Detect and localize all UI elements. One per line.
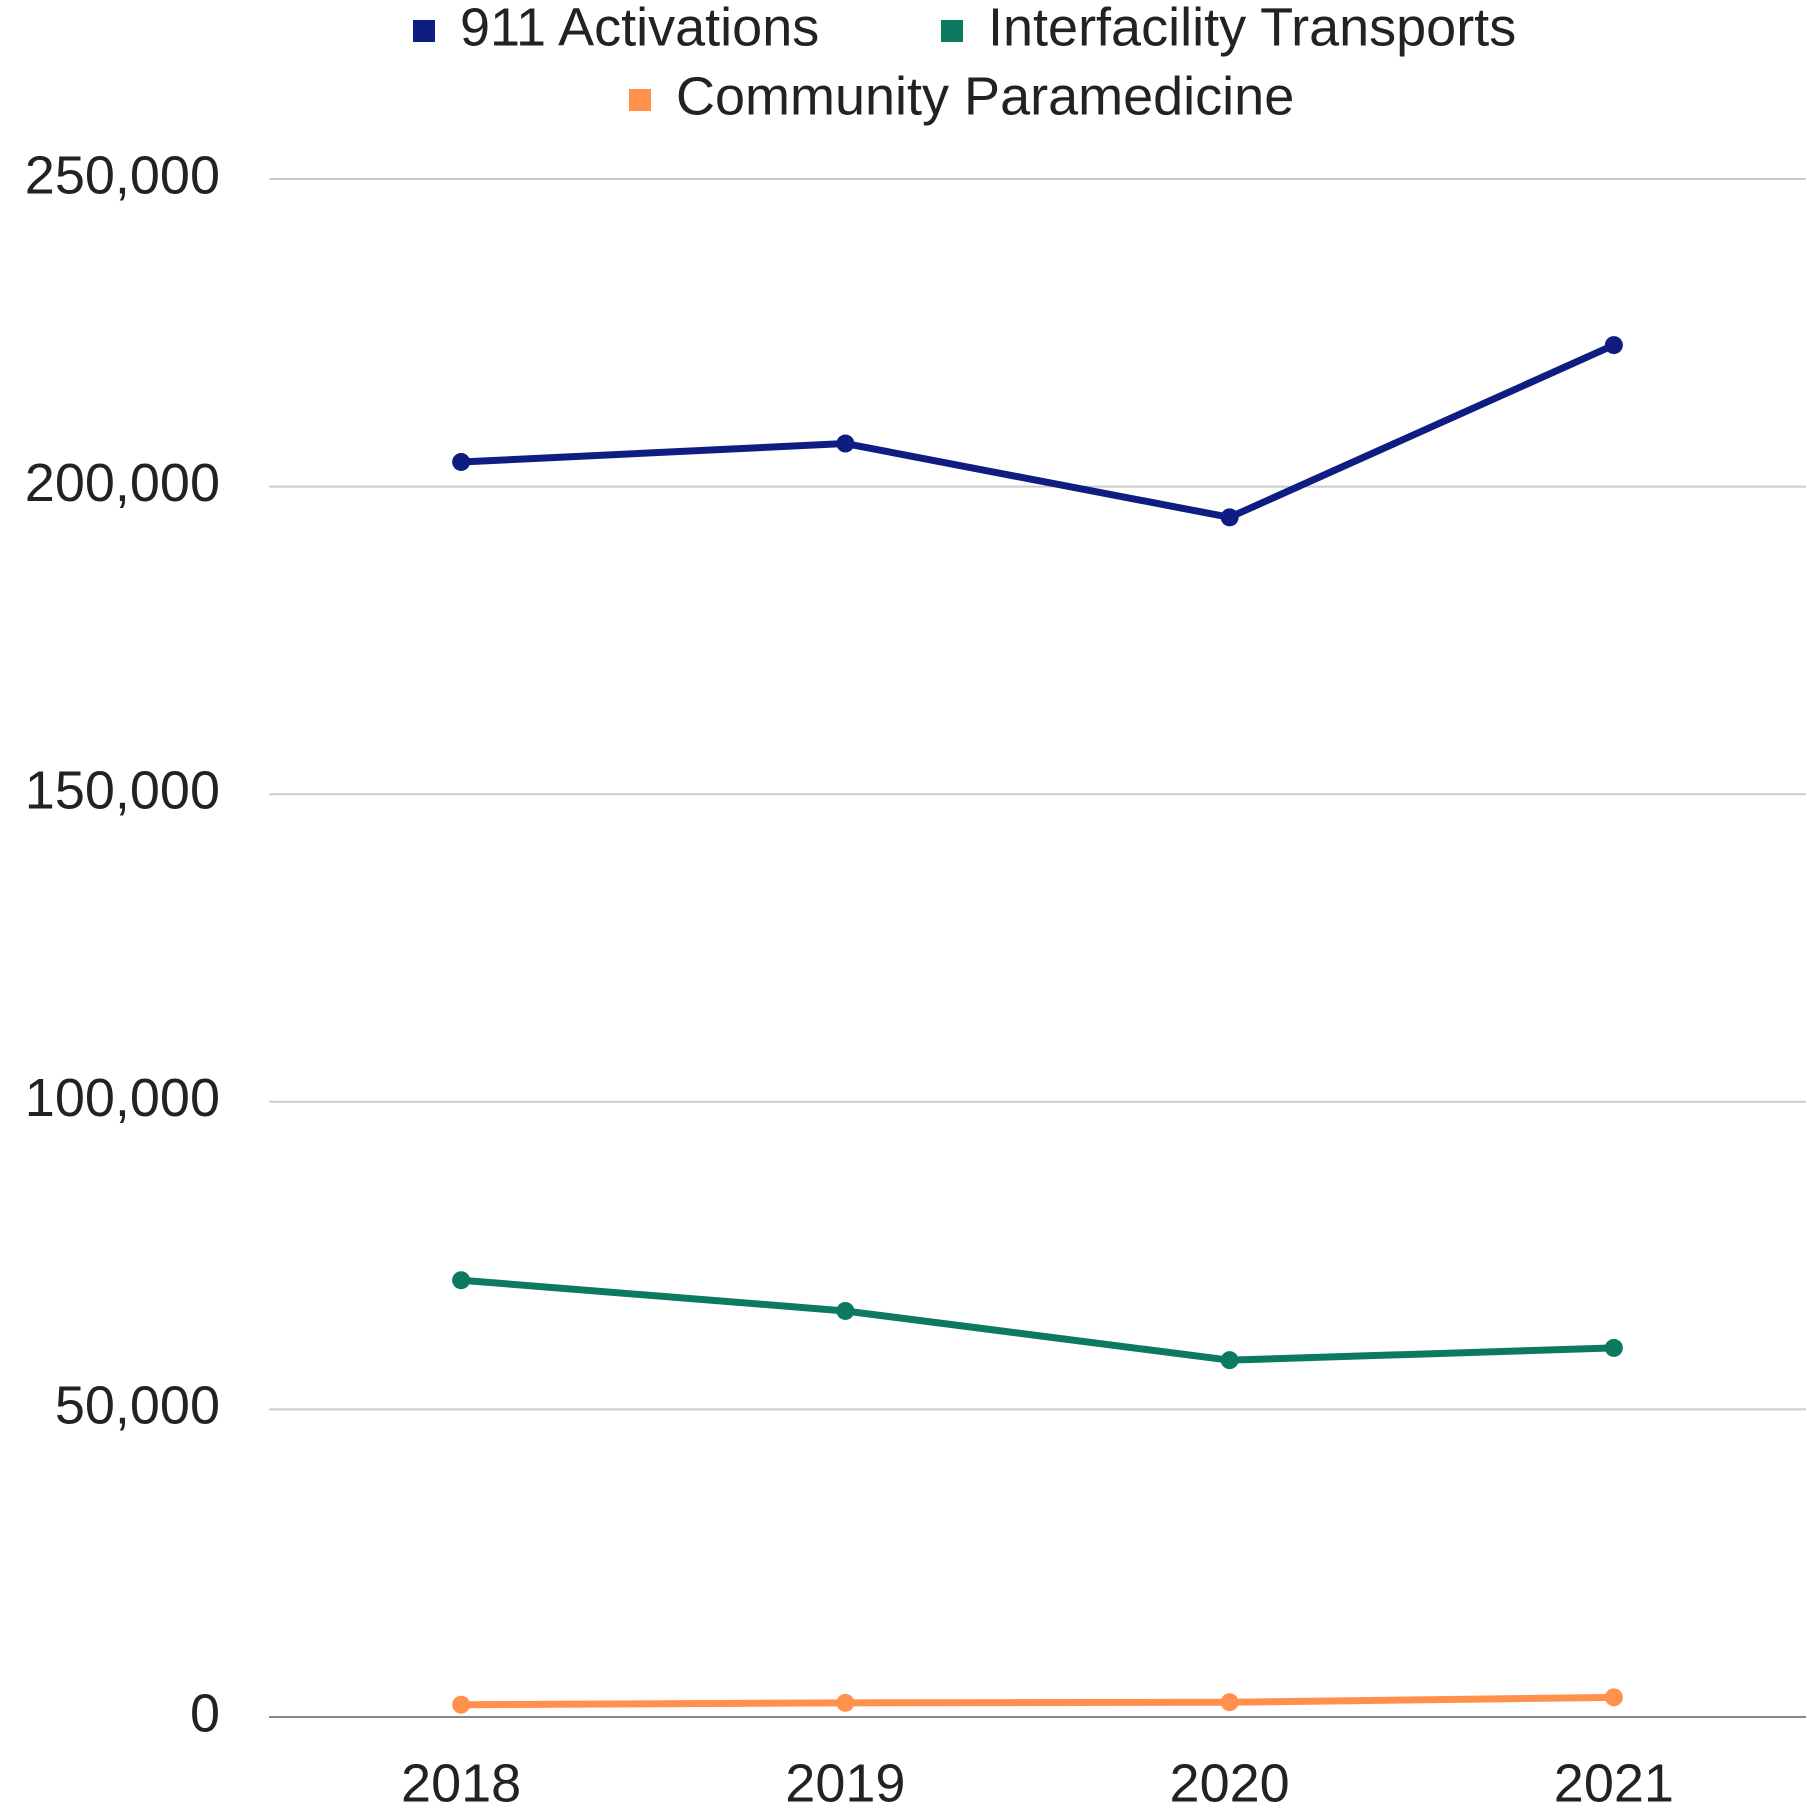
legend-marker: [941, 20, 963, 42]
legend-marker: [629, 89, 651, 111]
x-tick-label: 2019: [785, 1753, 905, 1813]
legend-marker: [413, 20, 435, 42]
data-point: [1604, 336, 1623, 355]
data-point: [1604, 1338, 1623, 1357]
series-line: [461, 1693, 1614, 1709]
y-tick-label: 0: [190, 1683, 220, 1743]
data-point: [1220, 1351, 1239, 1370]
y-tick-label: 150,000: [25, 760, 220, 820]
data-point: [836, 1301, 855, 1320]
data-point: [836, 434, 855, 453]
data-point: [452, 452, 471, 471]
data-point: [836, 1693, 855, 1712]
y-tick-label: 200,000: [25, 453, 220, 513]
y-tick-label: 250,000: [25, 145, 220, 205]
data-point: [452, 1271, 471, 1290]
y-tick-label: 50,000: [55, 1376, 220, 1436]
legend-label: Community Paramedicine: [676, 66, 1294, 126]
x-tick-label: 2018: [401, 1753, 521, 1813]
data-point: [452, 1695, 471, 1714]
x-tick-label: 2021: [1554, 1753, 1674, 1813]
legend-label: 911 Activations: [460, 0, 819, 57]
data-point: [1220, 1693, 1239, 1712]
y-tick-label: 100,000: [25, 1068, 220, 1128]
legend-label: Interfacility Transports: [988, 0, 1516, 57]
series-line: [460, 1276, 1614, 1364]
series-line: [460, 341, 1616, 521]
data-point: [1604, 1688, 1623, 1707]
x-tick-label: 2020: [1170, 1753, 1290, 1813]
data-point: [1220, 508, 1239, 527]
